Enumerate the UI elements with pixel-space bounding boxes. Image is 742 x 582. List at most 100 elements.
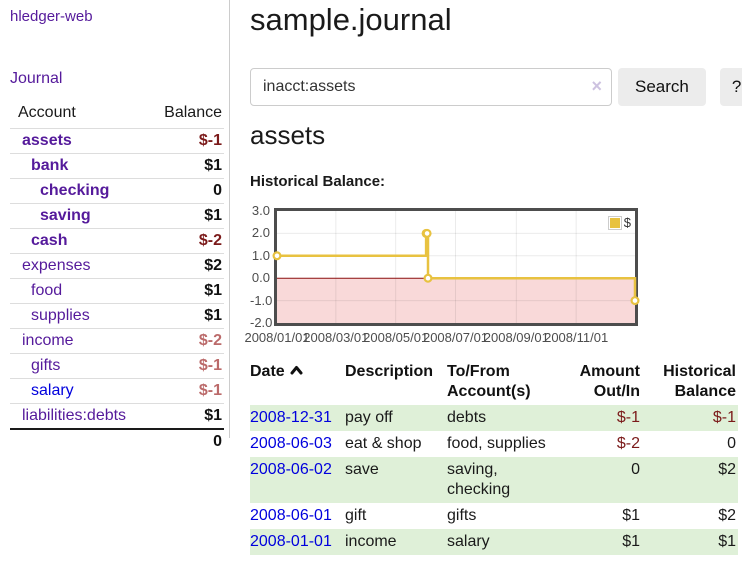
transaction-balance: $-1 [712, 409, 736, 426]
account-link[interactable]: gifts [31, 357, 61, 374]
transaction-date-link[interactable]: 2008-06-01 [250, 507, 332, 524]
account-balance: 0 [145, 178, 224, 204]
transaction-date-cell: 2008-12-31 [250, 405, 345, 431]
main-content: sample.journal × Search ? assets Histori… [244, 0, 742, 582]
x-axis-tick-label: 2008/05/01 [363, 330, 429, 345]
app-brand-link[interactable]: hledger-web [10, 8, 93, 25]
accounts-table-header-row: Account Balance [10, 100, 224, 129]
account-row: expenses $2 [10, 253, 224, 279]
account-row: saving $1 [10, 203, 224, 229]
legend-swatch-icon [607, 215, 622, 230]
legend-label: $ [623, 215, 631, 230]
account-name-cell: food [10, 278, 146, 304]
account-link[interactable]: bank [31, 157, 69, 174]
accounts-table: Account Balance assets $-1 bank $1 checking 0… [10, 100, 224, 454]
account-balance: $-2 [145, 328, 224, 354]
account-link[interactable]: liabilities:debts [22, 407, 127, 424]
account-balance: $-2 [145, 228, 224, 254]
transaction-accounts: debts [447, 409, 487, 426]
account-balance: $1 [145, 303, 224, 329]
account-row: salary $-1 [10, 378, 224, 404]
register-header-amount: Amount Out/In [579, 363, 640, 400]
sidebar-item-journal[interactable]: Journal [10, 70, 63, 87]
accounts-header-account: Account [10, 100, 146, 129]
y-axis-tick-label: -1.0 [250, 292, 273, 308]
transaction-balance: $2 [718, 461, 736, 478]
register-table-body: 2008-12-31 pay off debts $-1 $-1 2008-06-03 ea… [250, 405, 738, 555]
data-point-marker [422, 228, 432, 238]
page-title: sample.journal [250, 2, 452, 37]
register-header-date[interactable]: Date [250, 362, 345, 405]
account-link[interactable]: saving [40, 207, 91, 224]
balance-chart-plot: $ [272, 208, 640, 326]
transaction-balance: $2 [718, 507, 736, 524]
balance-chart: $ 3.0 2.0 1.0 0.0 -1.0 -2.0 2008/01/01 2008/03/… [244, 200, 700, 348]
account-link[interactable]: supplies [31, 307, 90, 324]
transaction-amount: $1 [622, 507, 640, 524]
register-header-description: Description [345, 363, 434, 380]
transaction-description: save [345, 461, 379, 478]
search-button[interactable]: Search [618, 68, 706, 106]
account-name-cell: gifts [10, 353, 146, 379]
x-axis-tick-label: 2008/07/01 [422, 330, 489, 345]
account-row: food $1 [10, 278, 224, 304]
y-axis-tick-label: 1.0 [251, 247, 270, 263]
help-button[interactable]: ? [719, 68, 742, 106]
account-balance: $2 [145, 253, 224, 279]
account-link[interactable]: income [22, 332, 74, 349]
y-axis-tick-label: 0.0 [251, 270, 270, 286]
transaction-description: gift [345, 507, 367, 524]
transaction-row: 2008-01-01 income salary $1 $1 [250, 529, 738, 555]
y-axis-tick-label: -2.0 [250, 315, 273, 330]
register-header-row: Date Description To/From Account(s) Amou… [250, 362, 738, 405]
transaction-description: eat & shop [345, 435, 422, 452]
accounts-total-value: 0 [145, 428, 224, 454]
account-balance: $-1 [145, 353, 224, 379]
account-link[interactable]: expenses [22, 257, 91, 274]
account-link[interactable]: assets [22, 132, 72, 149]
transaction-amount: $-1 [616, 409, 640, 426]
transaction-accounts: gifts [447, 507, 477, 524]
account-row: liabilities:debts $1 [10, 403, 224, 430]
x-axis-tick-label: 2008/09/01 [483, 330, 549, 345]
transaction-description: pay off [345, 409, 393, 426]
y-axis-tick-label: 3.0 [251, 203, 270, 218]
transaction-amount: 0 [631, 461, 640, 478]
account-name-cell: cash [10, 228, 146, 254]
transaction-row: 2008-06-03 eat & shop food, supplies $-2 0 [250, 431, 738, 457]
transaction-date-cell: 2008-06-03 [250, 431, 345, 457]
account-name-cell: income [10, 328, 146, 354]
account-view-title: assets [250, 120, 326, 150]
account-name-cell: salary [10, 378, 146, 404]
accounts-table-body: assets $-1 bank $1 checking 0 saving $1 cash $-2 e… [10, 128, 224, 430]
search-input[interactable] [250, 68, 612, 106]
account-link[interactable]: salary [31, 382, 74, 399]
account-balance: $1 [145, 153, 224, 179]
transaction-row: 2008-06-01 gift gifts $1 $2 [250, 503, 738, 529]
account-link[interactable]: checking [40, 182, 110, 199]
x-axis-tick-label: 2008/03/01 [303, 330, 369, 345]
sidebar: hledger-web Journal Account Balance asse… [0, 0, 230, 582]
account-row: checking 0 [10, 178, 224, 204]
sidebar-divider [229, 0, 230, 438]
account-balance: $-1 [145, 128, 224, 154]
register-table: Date Description To/From Account(s) Amou… [250, 362, 738, 555]
transaction-date-link[interactable]: 2008-06-03 [250, 435, 332, 452]
account-link[interactable]: food [31, 282, 63, 299]
account-link[interactable]: cash [31, 232, 68, 249]
transaction-date-link[interactable]: 2008-06-02 [250, 461, 332, 478]
transaction-date-link[interactable]: 2008-12-31 [250, 409, 332, 426]
transaction-balance: $1 [718, 533, 736, 550]
sort-ascending-icon [290, 362, 303, 382]
account-name-cell: liabilities:debts [10, 403, 146, 430]
clear-search-icon[interactable]: × [591, 76, 602, 96]
y-axis-tick-label: 2.0 [251, 225, 270, 241]
accounts-total-spacer [10, 428, 146, 454]
register-header-date-label: Date [250, 363, 285, 380]
transaction-date-link[interactable]: 2008-01-01 [250, 533, 332, 550]
transaction-accounts: food, supplies [447, 435, 546, 452]
account-row: supplies $1 [10, 303, 224, 329]
transaction-row: 2008-06-02 save saving, checking 0 $2 [250, 457, 738, 503]
chart-heading: Historical Balance: [250, 173, 386, 190]
data-point-marker [272, 251, 282, 261]
